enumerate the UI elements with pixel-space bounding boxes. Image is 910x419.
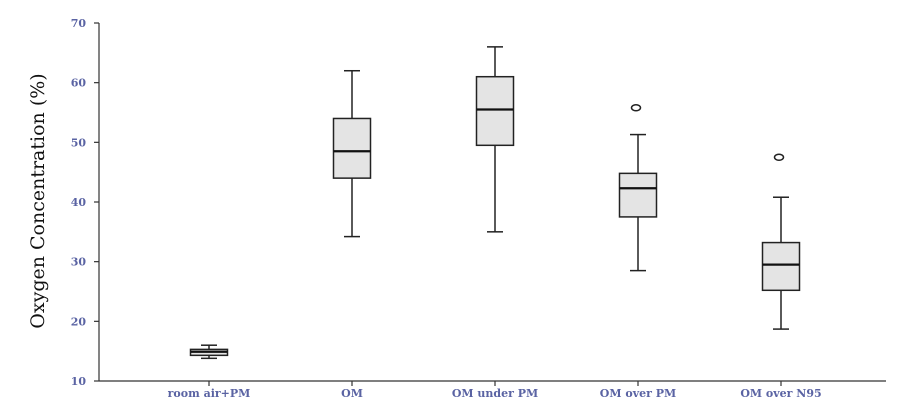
iqr-box <box>761 241 801 292</box>
box-plot-3 <box>475 46 515 233</box>
x-tick-label: OM under PM <box>452 387 538 400</box>
y-axis-label: Oxygen Concentration (%) <box>27 73 49 328</box>
y-tick-label: 30 <box>71 256 87 269</box>
iqr-box <box>618 172 658 218</box>
box-plot-4 <box>618 103 658 272</box>
y-tick-label: 10 <box>71 375 87 388</box>
outlier-point <box>773 153 785 161</box>
outlier-point <box>630 103 642 112</box>
x-tick-label: OM over N95 <box>740 387 821 400</box>
y-tick-label: 50 <box>71 136 87 149</box>
y-tick-label: 20 <box>71 315 87 328</box>
box-plot-5 <box>761 153 801 330</box>
x-tick-label: OM <box>341 387 363 400</box>
iqr-box <box>332 117 372 179</box>
x-tick-label: room air+PM <box>168 387 251 400</box>
y-tick-label: 70 <box>71 17 87 30</box>
iqr-box <box>475 75 515 147</box>
x-tick-label: OM over PM <box>600 387 676 400</box>
box-plot-2 <box>332 69 372 238</box>
y-tick-label: 40 <box>71 196 87 209</box>
box-plot-1 <box>189 344 229 360</box>
y-tick-label: 60 <box>71 77 87 90</box>
